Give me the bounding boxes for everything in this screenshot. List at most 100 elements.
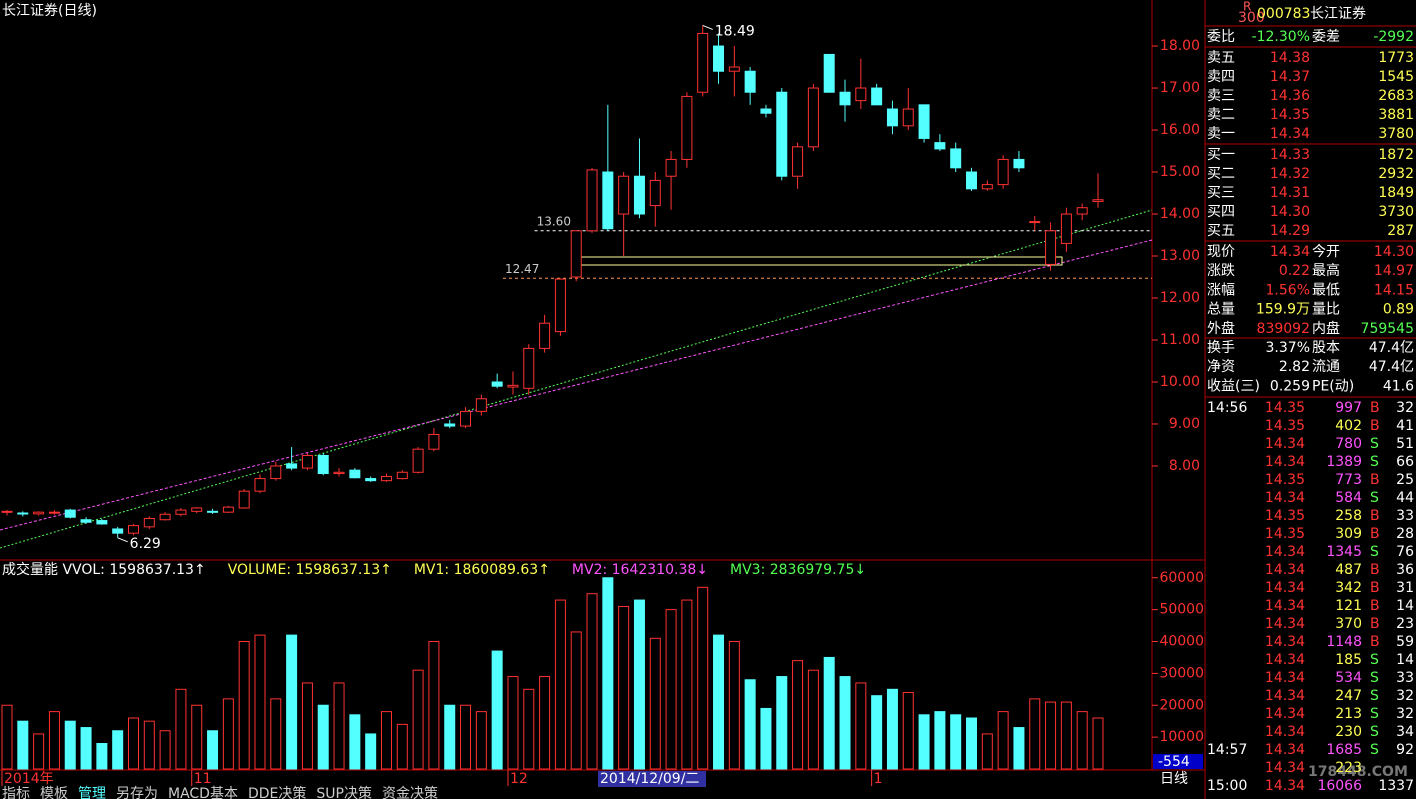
panel-text: 14.34: [1265, 490, 1305, 506]
panel-text: 3.37%: [1266, 340, 1310, 356]
panel-text: 997: [1335, 400, 1362, 416]
panel-text: 买四: [1207, 204, 1235, 220]
tab[interactable]: 另存为: [116, 786, 158, 799]
volume-bar: [17, 720, 29, 770]
volume-bar: [317, 704, 329, 770]
y-tick-label: 15.00: [1160, 164, 1200, 180]
panel-text: S: [1370, 706, 1379, 722]
candle-body: [855, 87, 867, 102]
candle-body: [760, 108, 772, 114]
y-tick-label: 30000: [1159, 665, 1204, 681]
volume-bar: [681, 599, 693, 770]
cursor-date: 2014/12/09/二: [600, 771, 699, 787]
panel-text: 14.34: [1265, 562, 1305, 578]
candle-body: [428, 433, 440, 450]
panel-text: 量比: [1312, 302, 1340, 318]
panel-text: 1872: [1378, 147, 1414, 163]
panel-text: S: [1370, 544, 1379, 560]
candle-body: [586, 169, 598, 232]
volume-bar: [807, 669, 819, 770]
panel-text: 买三: [1207, 185, 1235, 201]
tab[interactable]: 资金决策: [382, 785, 438, 799]
volume-bar: [886, 688, 898, 770]
volume-bar: [918, 714, 930, 770]
volume-bar: [760, 707, 772, 770]
candle-body: [143, 517, 155, 528]
candle-body: [1045, 230, 1057, 265]
candle-body: [839, 91, 851, 106]
panel-text: 外盘: [1207, 320, 1235, 337]
candle-body: [649, 179, 661, 207]
candle-body: [48, 511, 60, 514]
tab[interactable]: SUP决策: [316, 785, 372, 799]
panel-text: S: [1370, 670, 1379, 686]
index-sub: 300: [1238, 10, 1265, 26]
panel-text: 3780: [1378, 126, 1414, 142]
panel-text: 1389: [1326, 454, 1362, 470]
candle-body: [96, 520, 108, 525]
volume-bar: [238, 641, 250, 770]
volume-bar: [950, 714, 962, 770]
panel-text: 14.34: [1265, 778, 1305, 794]
candle-body: [491, 381, 503, 387]
y-tick-label: 40000: [1159, 634, 1204, 650]
tab[interactable]: 指标: [2, 786, 30, 799]
price-level-label: 12.47: [505, 262, 539, 276]
tab[interactable]: MACD基本: [168, 785, 238, 799]
candle-body: [159, 513, 171, 521]
candle-body: [570, 230, 582, 278]
volume-bar: [270, 698, 282, 770]
panel-text: 1545: [1378, 69, 1414, 85]
panel-text: 14:56: [1207, 400, 1247, 416]
panel-text: 32: [1396, 688, 1414, 704]
panel-text: 41.6: [1383, 378, 1414, 394]
candle-body: [713, 45, 725, 72]
panel-text: 287: [1387, 223, 1414, 239]
panel-text: B: [1370, 508, 1380, 524]
volume-bar: [96, 743, 108, 770]
candle-body: [301, 454, 313, 469]
candle-body: [365, 478, 377, 482]
panel-text: 16066: [1317, 778, 1362, 794]
candle-body: [997, 158, 1009, 186]
panel-text: B: [1370, 418, 1380, 434]
panel-text: 14.34: [1265, 616, 1305, 632]
y-tick-label: 8.00: [1169, 458, 1200, 474]
candle-body: [238, 490, 250, 509]
panel-text: 换手: [1207, 339, 1235, 356]
volume-bar: [491, 650, 503, 770]
annotation-label: 18.49: [715, 23, 755, 39]
tab[interactable]: 管理: [78, 786, 106, 799]
panel-text: 2932: [1378, 166, 1414, 182]
candle-body: [681, 95, 693, 160]
panel-text: 14.33: [1270, 147, 1310, 163]
tab[interactable]: 模板: [40, 786, 68, 799]
watermark: 178448.COM: [1308, 764, 1408, 780]
panel-text: 最低: [1312, 282, 1340, 298]
panel-text: 0.259: [1270, 378, 1310, 394]
volume-bar: [33, 733, 45, 770]
candle-body: [191, 507, 203, 512]
price-level-label: 13.60: [537, 214, 571, 228]
volume-bar: [776, 676, 788, 770]
candle-body: [475, 398, 487, 412]
tab[interactable]: DDE决策: [248, 785, 306, 799]
volume-bar: [396, 723, 408, 770]
candle-body: [1, 510, 13, 513]
candle-body: [80, 519, 92, 523]
panel-text: 3730: [1378, 204, 1414, 220]
panel-text: 14.34: [1265, 436, 1305, 452]
volume-bar: [1045, 701, 1057, 770]
panel-text: 402: [1335, 418, 1362, 434]
panel-text: 839092: [1257, 321, 1310, 337]
panel-text: 卖三: [1207, 88, 1235, 104]
candle-body: [222, 506, 234, 513]
panel-text: 25: [1396, 472, 1414, 488]
panel-text: B: [1370, 616, 1380, 632]
panel-text: 1849: [1378, 185, 1414, 201]
volume-bar: [697, 586, 709, 770]
panel-text: 92: [1396, 742, 1414, 758]
candle-body: [934, 142, 946, 150]
panel-text: 14.34: [1265, 634, 1305, 650]
panel-text: 14:57: [1207, 742, 1247, 758]
